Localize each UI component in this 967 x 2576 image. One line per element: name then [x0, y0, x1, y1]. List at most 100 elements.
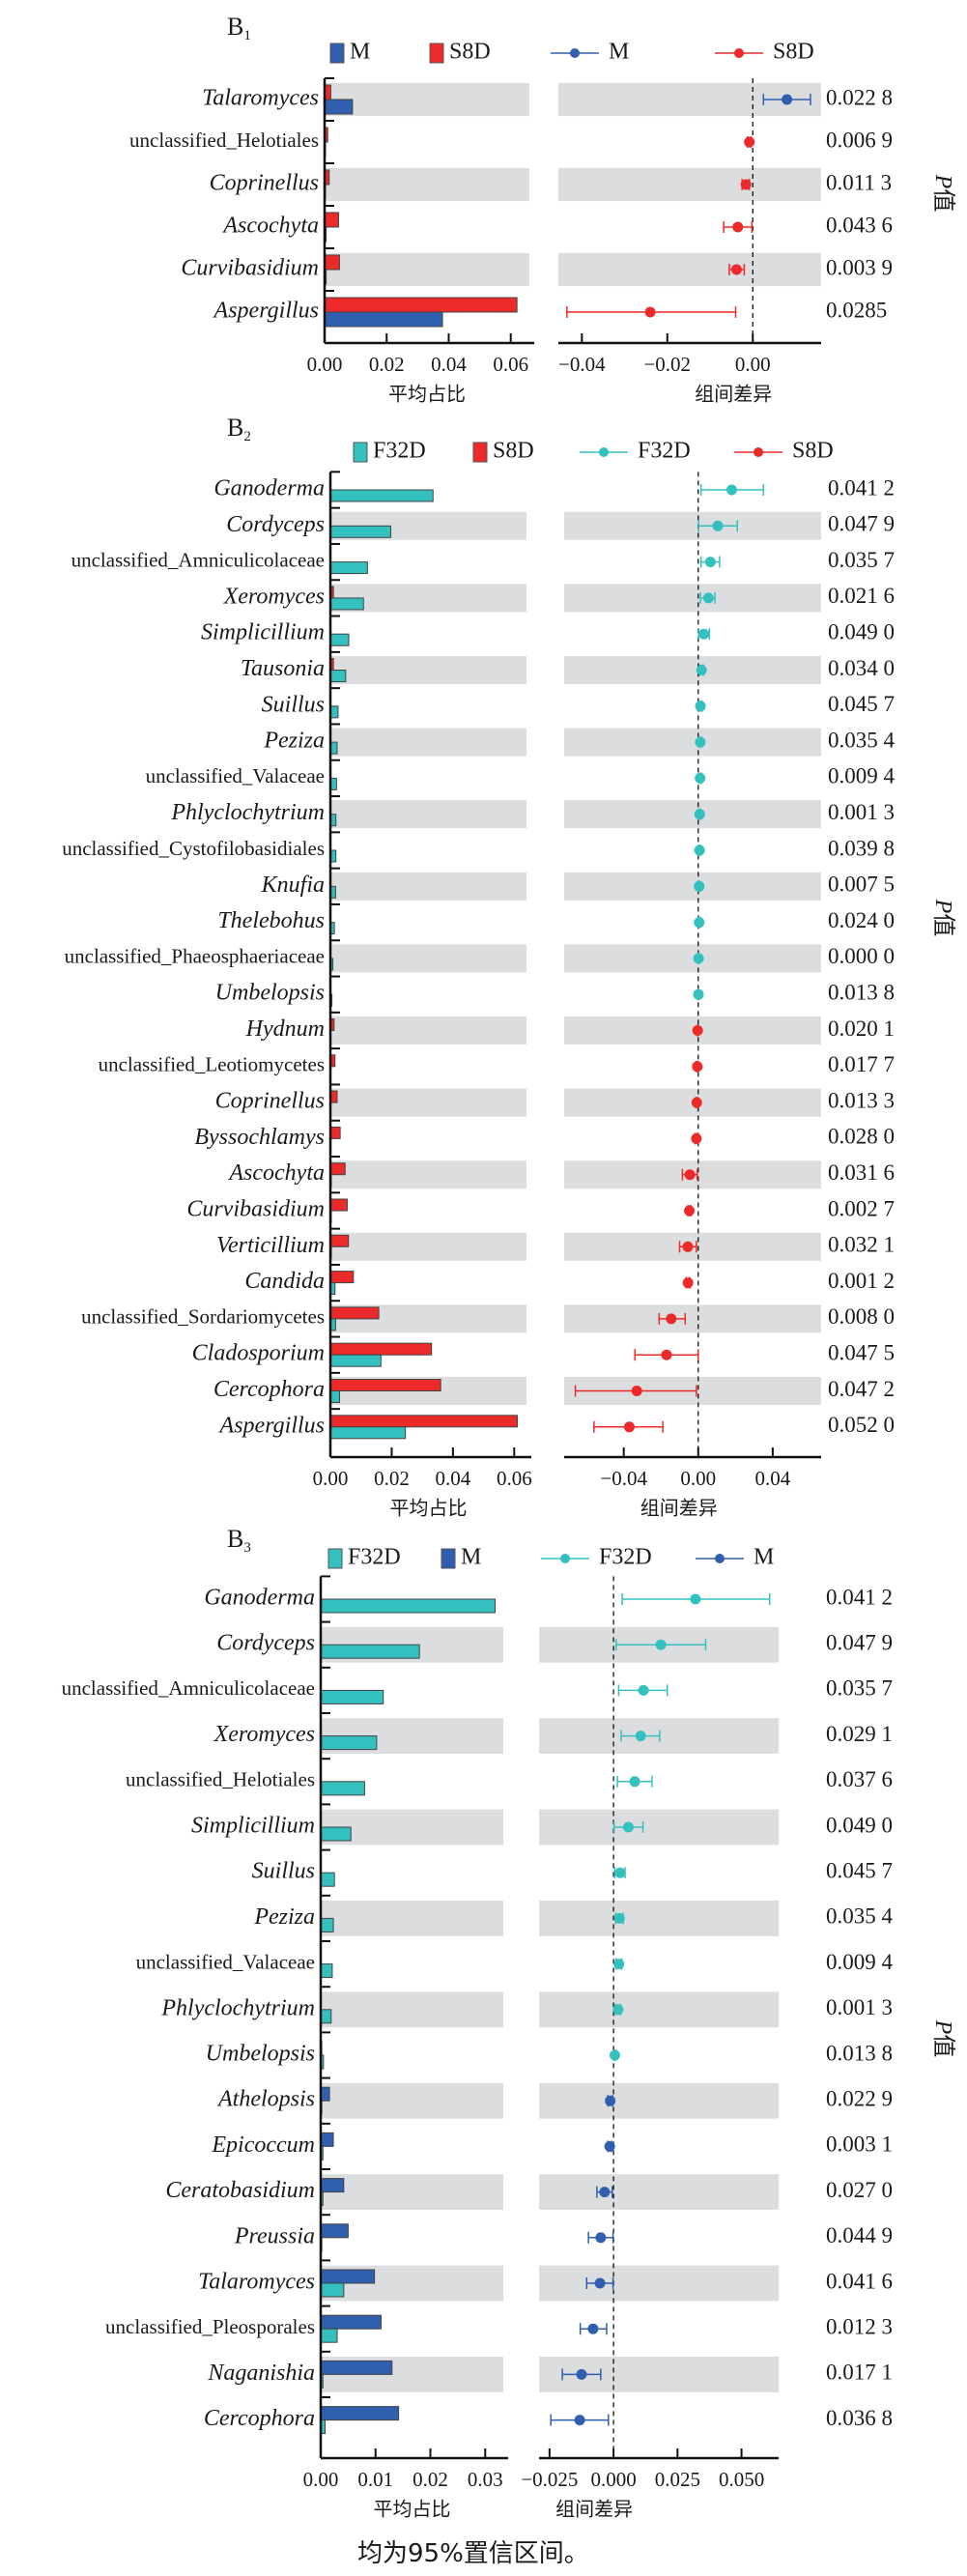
row-Cercophora: Cercophora 0.047 2	[213, 1371, 895, 1403]
bar-M	[320, 2314, 382, 2330]
diff-point	[684, 1205, 696, 1216]
bar-M	[320, 2269, 376, 2284]
bar-F32D	[329, 597, 364, 611]
row-band-right	[539, 2265, 779, 2302]
bar-M	[320, 2086, 330, 2102]
left-x-tick-label: 0.02	[369, 353, 405, 376]
p-value: 0.035 7	[826, 1676, 893, 1701]
diff-point	[574, 2415, 585, 2426]
taxon-label: Umbelopsis	[215, 981, 325, 1006]
taxon-label: Cordyceps	[226, 512, 325, 537]
legend-label-point-M: M	[754, 1545, 774, 1570]
diff-point	[693, 953, 704, 964]
row-band-left	[321, 1900, 503, 1936]
bar-M	[320, 2178, 345, 2193]
diff-point	[635, 1731, 646, 1742]
row-Suillus: Suillus 0.045 7	[262, 687, 895, 719]
p-value: 0.047 9	[828, 512, 895, 536]
right-x-tick-label: −0.02	[643, 353, 691, 376]
row-band-right	[539, 1900, 779, 1936]
diff-point	[691, 1132, 702, 1144]
left-x-tick-label: 0.03	[468, 2468, 503, 2491]
taxon-label: Knufia	[261, 873, 325, 898]
row-band-left	[330, 944, 526, 973]
row-Cordyceps: Cordyceps 0.047 9	[216, 1620, 893, 1659]
diff-point	[623, 1421, 635, 1433]
taxon-label: unclassified_Amniculicolaceae	[62, 1676, 315, 1700]
row-band-right	[564, 944, 821, 973]
p-value: 0.034 0	[828, 656, 895, 680]
diff-point	[725, 484, 737, 496]
legend-point-S8D	[754, 447, 763, 457]
p-symbol: P	[930, 2019, 955, 2035]
p-value: 0.035 7	[828, 548, 895, 572]
p-value: 0.027 0	[826, 2178, 893, 2202]
bar-S8D	[329, 1162, 346, 1176]
p-value: 0.013 3	[828, 1088, 895, 1112]
row-Knufia: Knufia 0.007 5	[261, 867, 895, 899]
taxon-label: Aspergillus	[213, 299, 319, 324]
bar-S8D	[329, 1379, 441, 1391]
p-value: 0.028 0	[828, 1125, 895, 1149]
bar-M	[320, 2406, 400, 2421]
right-x-tick-label: −0.04	[558, 353, 606, 376]
row-band-right	[564, 511, 821, 540]
legend-label-bar-F32D: F32D	[348, 1545, 401, 1570]
left-x-axis-title: 平均占比	[390, 1498, 468, 1520]
p-suffix: 值	[930, 913, 956, 936]
diff-point	[696, 665, 707, 675]
diff-point	[694, 809, 705, 820]
row-unclassified_Pleosporales: unclassified_Pleosporales 0.012 3	[105, 2304, 893, 2343]
row-unclassified_Helotiales: unclassified_Helotiales 0.006 9	[129, 120, 893, 157]
diff-point	[730, 264, 742, 275]
row-Aspergillus: Aspergillus 0.052 0	[218, 1408, 895, 1440]
row-Preussia: Preussia 0.044 9	[234, 2214, 893, 2252]
row-Epicoccum: Epicoccum 0.003 1	[211, 2122, 893, 2161]
p-value: 0.029 1	[826, 1722, 893, 1746]
legend-label-bar-M: M	[350, 40, 370, 65]
bar-F32D	[320, 1781, 365, 1796]
bar-F32D	[329, 489, 434, 502]
taxon-label: Suillus	[262, 692, 325, 717]
row-unclassified_Phaeosphaeriaceae: unclassified_Phaeosphaeriaceae 0.000 0	[65, 939, 895, 971]
taxon-label: Preussia	[234, 2223, 315, 2248]
row-Simplicillium: Simplicillium 0.049 0	[191, 1803, 893, 1842]
p-value: 0.043 6	[826, 213, 893, 237]
p-suffix: 值	[930, 188, 956, 212]
legend-label-point-S8D: S8D	[773, 40, 814, 65]
diff-point	[682, 1241, 694, 1252]
taxon-label: Hydnum	[245, 1016, 325, 1042]
row-Peziza: Peziza 0.035 4	[263, 723, 896, 755]
legend-point-F32D	[560, 1554, 570, 1563]
bar-S8D	[324, 212, 339, 228]
right-x-tick-label: 0.025	[655, 2468, 700, 2491]
row-Ascochyta: Ascochyta 0.043 6	[221, 205, 893, 243]
row-unclassified_Amniculicolaceae: unclassified_Amniculicolaceae 0.035 7	[62, 1666, 893, 1704]
row-unclassified_Leotiomycetes: unclassified_Leotiomycetes 0.017 7	[99, 1047, 895, 1076]
diff-point	[661, 1349, 672, 1360]
taxon-label: Peziza	[263, 729, 325, 754]
diff-point	[698, 628, 710, 640]
row-Ceratobasidium: Ceratobasidium 0.027 0	[165, 2168, 893, 2207]
row-band-left	[330, 872, 526, 901]
row-Thelebohus: Thelebohus 0.024 0	[217, 902, 895, 935]
p-value: 0.009 4	[826, 1950, 894, 1974]
diff-point	[712, 520, 724, 531]
row-band-right	[539, 1809, 779, 1846]
taxon-label: Ganoderma	[204, 1586, 315, 1611]
legend-label-bar-F32D: F32D	[373, 439, 426, 464]
row-Byssochlamys: Byssochlamys 0.028 0	[194, 1119, 895, 1151]
bar-F32D	[329, 670, 347, 682]
diff-point	[594, 2277, 606, 2289]
bar-F32D	[320, 2282, 345, 2298]
diff-point	[682, 1277, 694, 1289]
right-x-axis-title: 组间差异	[640, 1498, 718, 1520]
right-x-tick-label: −0.04	[600, 1467, 647, 1490]
panel-title: B1	[227, 13, 251, 43]
row-Coprinellus: Coprinellus 0.013 3	[215, 1083, 895, 1114]
taxon-label: Xeromyces	[223, 584, 325, 609]
panel-title-subscript: 3	[243, 1540, 251, 1556]
left-x-tick-label: 0.06	[497, 1467, 532, 1490]
row-Ganoderma: Ganoderma 0.041 2	[213, 471, 895, 502]
row-Cordyceps: Cordyceps 0.047 9	[226, 506, 895, 538]
